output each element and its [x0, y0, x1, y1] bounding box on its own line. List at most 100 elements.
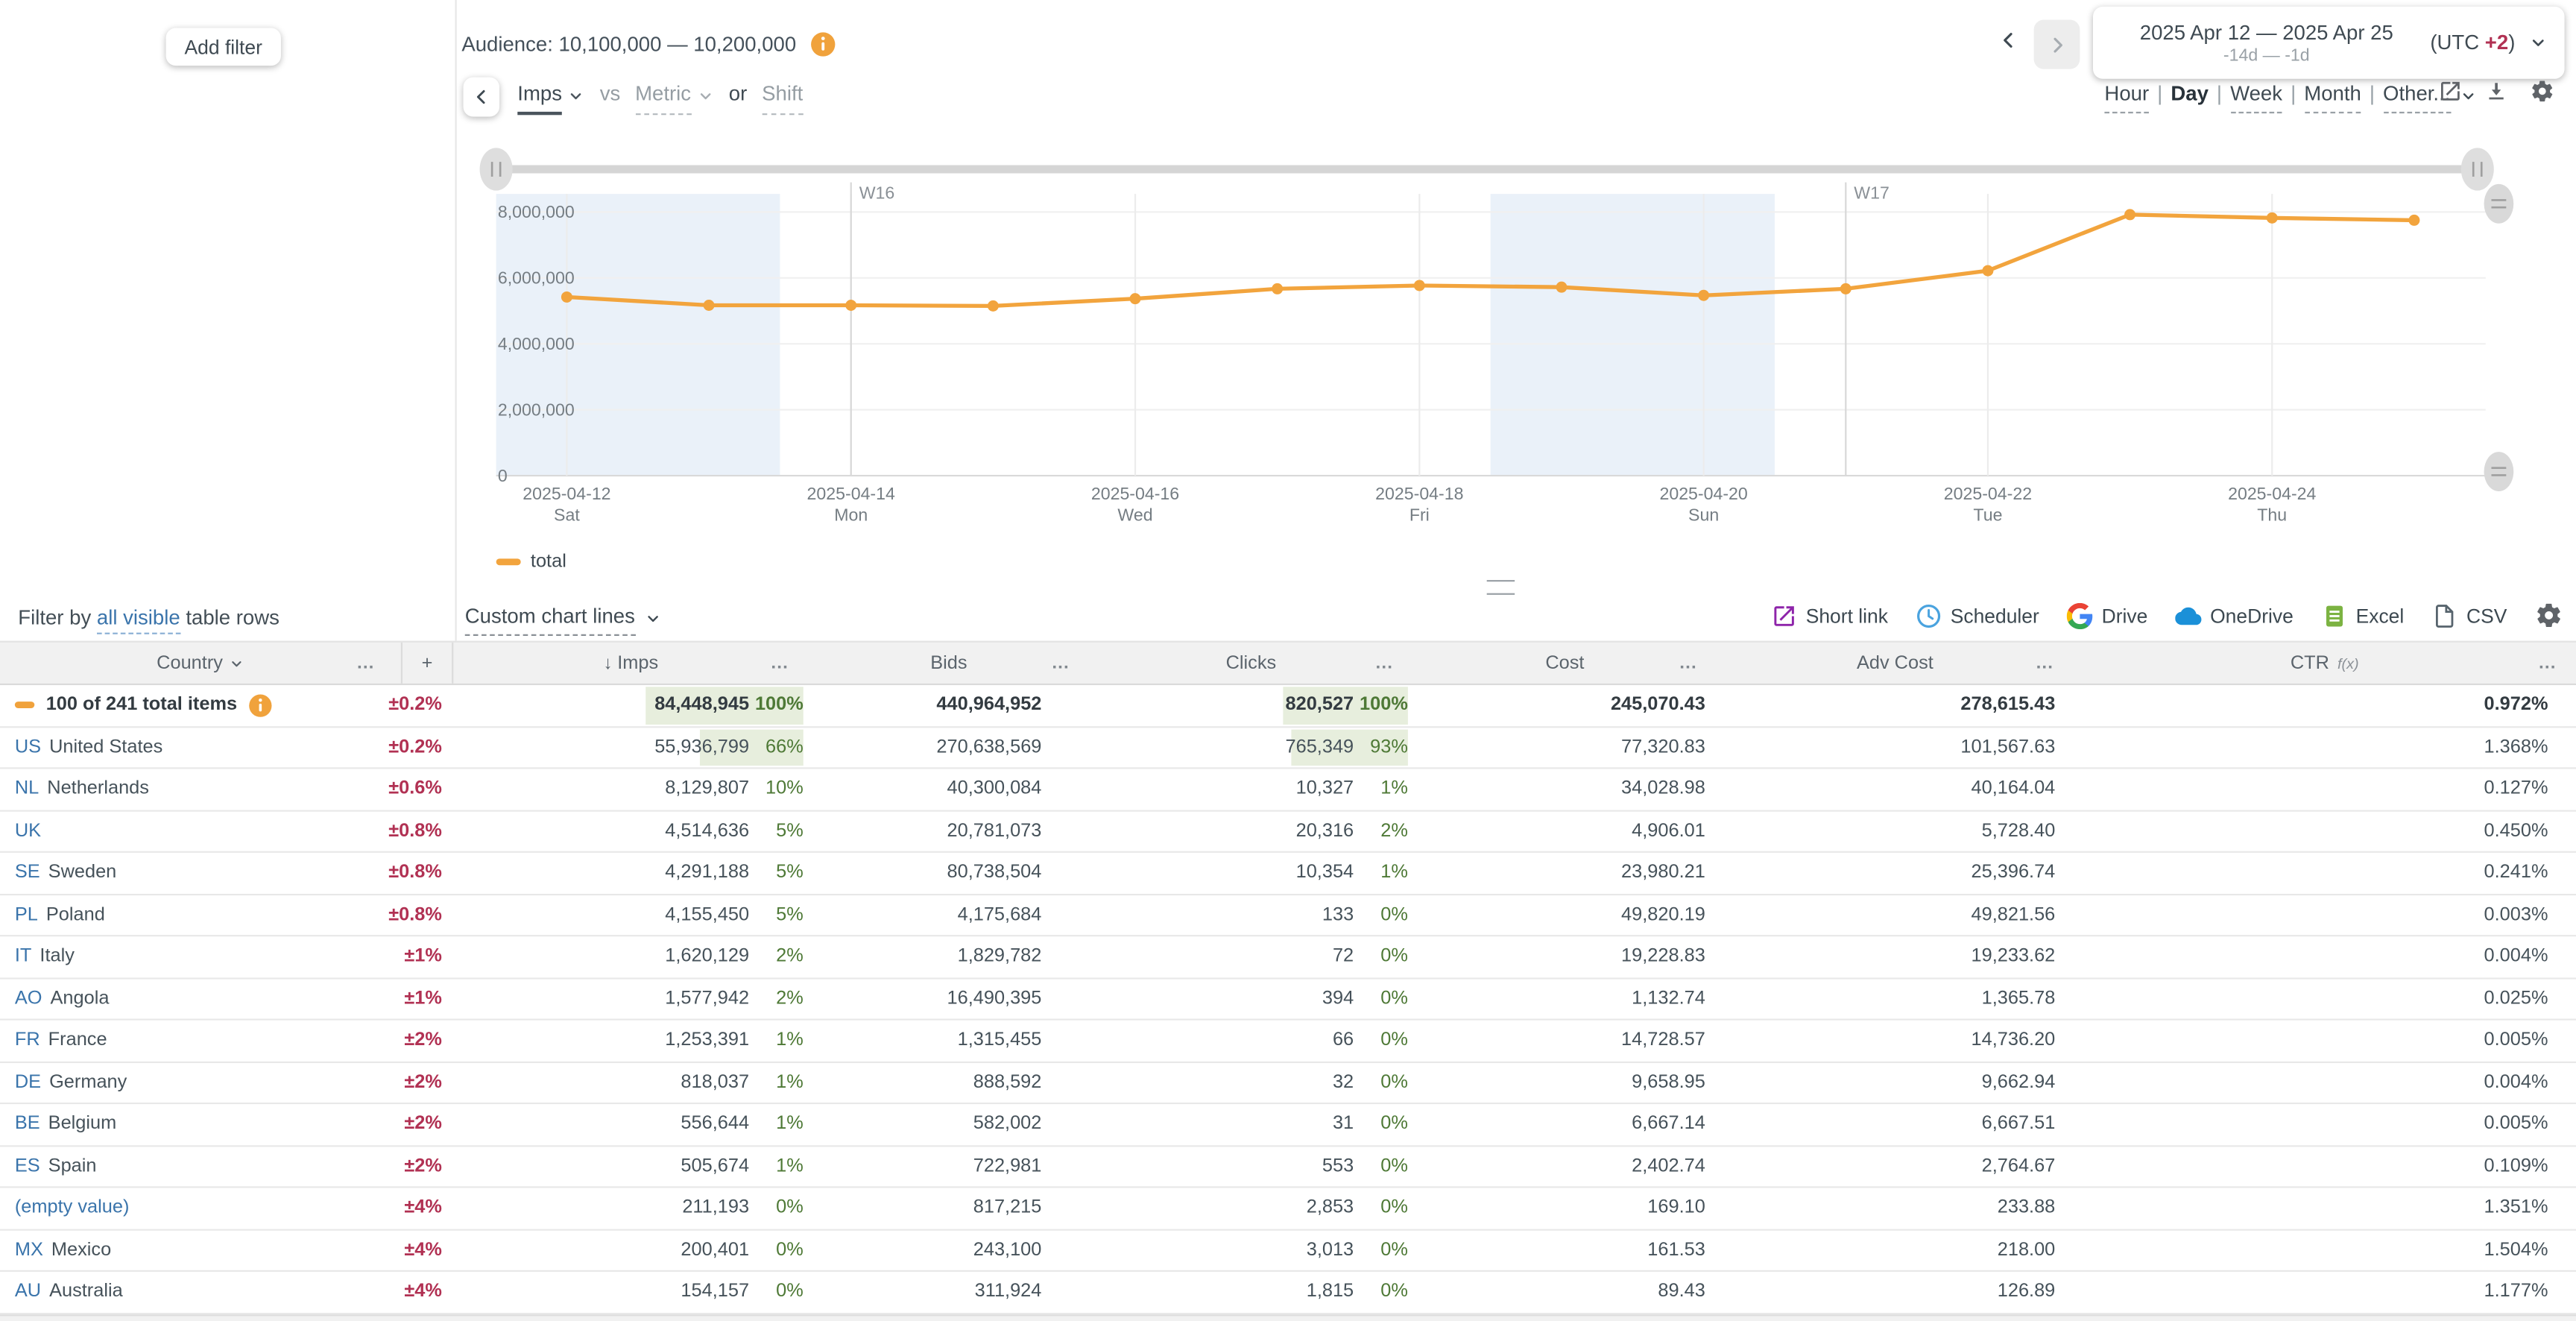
table-row-de[interactable]: DE Germany ±2% 818,037 1% 888,592 32 0% 9,658.95… — [0, 1062, 2576, 1105]
data-point[interactable] — [1556, 281, 1568, 293]
column-menu-button[interactable]: ... — [1375, 652, 1394, 673]
country-code-link[interactable]: UK — [14, 821, 42, 841]
date-range-picker[interactable]: 2025 Apr 12 — 2025 Apr 25 -14d — -1d (UT… — [2092, 6, 2565, 79]
settings-icon[interactable] — [2530, 79, 2554, 104]
country-code-link[interactable]: FR — [14, 1030, 40, 1050]
column-header-ctr[interactable]: CTR f(x)... — [2074, 643, 2576, 684]
custom-chart-lines-dropdown[interactable]: Custom chart lines — [464, 605, 661, 636]
data-point[interactable] — [987, 300, 999, 312]
error-margin-cell: ±4% — [404, 1198, 442, 1218]
primary-metric-dropdown[interactable]: Imps — [517, 82, 585, 116]
data-point[interactable] — [1982, 265, 1994, 277]
column-menu-button[interactable]: ... — [2036, 652, 2054, 673]
granularity-day[interactable]: Day — [2171, 82, 2209, 106]
all-visible-link[interactable]: all visible — [96, 606, 180, 634]
data-point[interactable] — [2408, 214, 2420, 226]
table-row-total[interactable]: 100 of 241 total items ±0.2% 84,448,945 100… — [0, 685, 2576, 728]
table-settings-button[interactable] — [2535, 602, 2563, 629]
brush-handle-left[interactable] — [479, 148, 513, 191]
country-code-link[interactable]: IT — [14, 947, 32, 967]
y-brush-handle-bottom[interactable] — [2484, 452, 2514, 492]
granularity-week[interactable]: Week — [2230, 82, 2283, 114]
granularity-hour[interactable]: Hour — [2104, 82, 2150, 114]
data-point[interactable] — [2266, 212, 2278, 224]
data-point[interactable] — [703, 300, 715, 311]
column-header-bids[interactable]: Bids... — [808, 643, 1089, 684]
csv-button[interactable]: CSV — [2432, 602, 2507, 628]
data-point[interactable] — [1413, 280, 1425, 291]
error-margin-cell: ±0.2% — [388, 737, 442, 757]
data-point[interactable] — [1840, 283, 1852, 294]
column-menu-button[interactable]: ... — [1679, 652, 1697, 673]
granularity-month[interactable]: Month — [2304, 82, 2361, 114]
table-row-es[interactable]: ES Spain ±2% 505,674 1% 722,981 553 0% 2,402.74 2… — [0, 1146, 2576, 1188]
data-point[interactable] — [845, 300, 857, 311]
audience-info-icon[interactable] — [809, 31, 836, 57]
clicks-cell: 394 0% — [1089, 979, 1412, 1019]
table-row-empty-value[interactable]: (empty value) ±4% 211,193 0% 817,215 2,853 0% 1… — [0, 1188, 2576, 1230]
brush-handle-right[interactable] — [2460, 148, 2494, 191]
data-point[interactable] — [1698, 289, 1710, 301]
table-row-nl[interactable]: NL Netherlands ±0.6% 8,129,807 10% 40,300,084… — [0, 769, 2576, 811]
column-menu-button[interactable]: ... — [771, 652, 789, 673]
horizontal-scrollbar-track[interactable] — [0, 1314, 2576, 1321]
open-in-new-icon[interactable] — [2438, 79, 2463, 104]
country-name[interactable]: (empty value) — [14, 1198, 130, 1218]
onedrive-button[interactable]: OneDrive — [2175, 602, 2294, 628]
column-menu-button[interactable]: ... — [1052, 652, 1070, 673]
table-row-mx[interactable]: MX Mexico ±4% 200,401 0% 243,100 3,013 0% 161.53… — [0, 1229, 2576, 1272]
chart-legend[interactable]: total — [496, 552, 566, 572]
table-row-fr[interactable]: FR France ±2% 1,253,391 1% 1,315,455 66 0% 14,72… — [0, 1020, 2576, 1062]
column-header-country[interactable]: Country... — [0, 643, 401, 684]
chart-table-splitter[interactable] — [1486, 580, 1515, 595]
date-prev-button[interactable] — [1998, 30, 2024, 60]
chart-back-button[interactable] — [463, 77, 500, 117]
country-code-link[interactable]: DE — [14, 1072, 42, 1093]
add-filter-button[interactable]: Add filter — [165, 28, 281, 66]
column-menu-button[interactable]: ... — [357, 652, 375, 673]
excel-button[interactable]: Excel — [2321, 602, 2404, 628]
column-menu-button[interactable]: ... — [2539, 652, 2557, 673]
series-line-total[interactable] — [564, 212, 2416, 309]
country-code-link[interactable]: AU — [14, 1281, 42, 1302]
scheduler-button[interactable]: Scheduler — [1916, 602, 2039, 628]
metric-value: 820,527 — [1285, 695, 1354, 716]
country-code-link[interactable]: US — [14, 737, 42, 757]
column-header-imps[interactable]: ↓ Imps... — [453, 643, 808, 684]
compare-metric-dropdown[interactable]: Metric — [635, 82, 714, 116]
column-header-clicks[interactable]: Clicks... — [1089, 643, 1412, 684]
table-row-au[interactable]: AU Australia ±4% 154,157 0% 311,924 1,815 0% 89.… — [0, 1271, 2576, 1314]
timeseries-chart[interactable]: W16 W17 0 2,000,000 4,000,000 6,000,000 8,000,… — [455, 139, 2576, 550]
info-icon[interactable] — [249, 693, 274, 718]
country-code-link[interactable]: NL — [14, 779, 40, 799]
data-point[interactable] — [2124, 209, 2136, 221]
column-header-expand[interactable]: + — [400, 642, 454, 684]
shift-toggle[interactable]: Shift — [762, 82, 804, 116]
drive-button[interactable]: Drive — [2067, 602, 2147, 629]
line-chart-canvas[interactable]: W16 W17 0 2,000,000 4,000,000 6,000,000 8,000,… — [455, 139, 2576, 550]
country-code-link[interactable]: MX — [14, 1240, 43, 1260]
country-code-link[interactable]: AO — [14, 989, 42, 1009]
short-link-button[interactable]: Short link — [1771, 602, 1888, 628]
download-icon[interactable] — [2484, 79, 2509, 104]
country-code-link[interactable]: SE — [14, 863, 40, 883]
table-row-pl[interactable]: PL Poland ±0.8% 4,155,450 5% 4,175,684 133 0% 49… — [0, 895, 2576, 937]
country-code-link[interactable]: ES — [14, 1156, 40, 1176]
column-header-cost[interactable]: Cost... — [1413, 643, 1717, 684]
data-point[interactable] — [561, 291, 572, 303]
country-code-link[interactable]: BE — [14, 1114, 40, 1135]
table-row-us[interactable]: US United States ±0.2% 55,936,799 66% 270,638… — [0, 727, 2576, 769]
table-row-se[interactable]: SE Sweden ±0.8% 4,291,188 5% 80,738,504 10,354… — [0, 852, 2576, 895]
y-brush-handle-top[interactable] — [2484, 183, 2514, 224]
column-header-adv_cost[interactable]: Adv Cost... — [1717, 643, 2073, 684]
granularity-other[interactable]: Other... — [2383, 82, 2451, 114]
data-point[interactable] — [1272, 283, 1284, 294]
table-row-be[interactable]: BE Belgium ±2% 556,644 1% 582,002 31 0% 6,667.14… — [0, 1104, 2576, 1147]
cost-cell: 4,906.01 — [1632, 821, 1705, 841]
date-next-button[interactable] — [2033, 19, 2080, 69]
table-row-ao[interactable]: AO Angola ±1% 1,577,942 2% 16,490,395 394 0% 1,1… — [0, 978, 2576, 1021]
table-row-uk[interactable]: UK ±0.8% 4,514,636 5% 20,781,073 20,316 2% 4,90… — [0, 810, 2576, 853]
table-row-it[interactable]: IT Italy ±1% 1,620,129 2% 1,829,782 72 0% 19,228… — [0, 936, 2576, 979]
country-code-link[interactable]: PL — [14, 904, 38, 925]
data-point[interactable] — [1129, 293, 1141, 305]
